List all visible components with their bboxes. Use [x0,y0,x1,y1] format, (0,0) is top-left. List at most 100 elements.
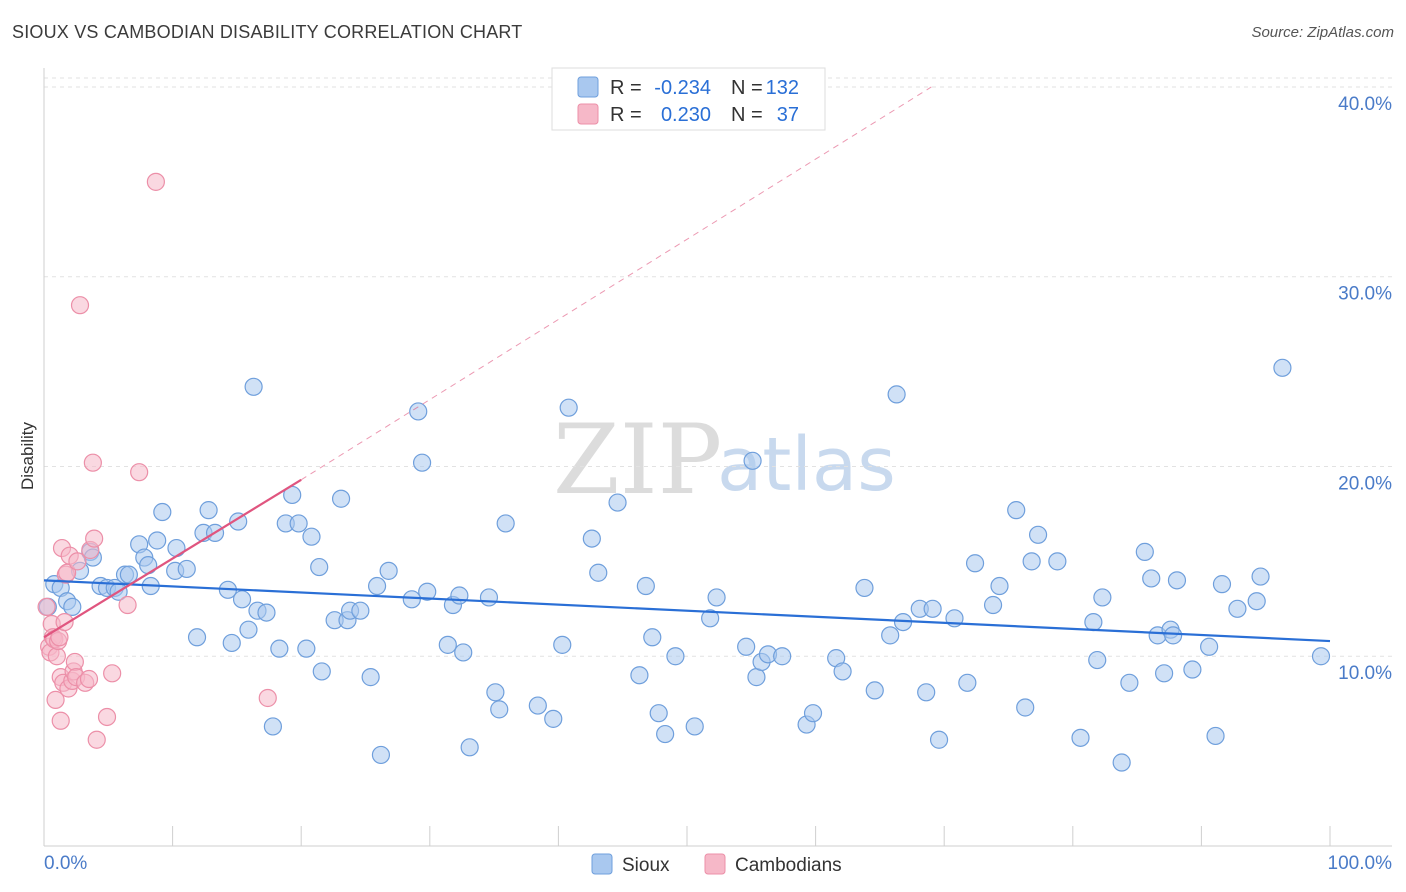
sioux-point-114 [1093,588,1112,607]
x-tick-label-min: 0.0% [44,853,87,874]
sioux-point-89 [803,704,823,723]
y-axis-label: Disability [18,421,37,490]
legend-swatch-cambodians [577,103,599,125]
sioux-point-69 [559,398,578,417]
sioux-point-75 [643,628,662,647]
sioux-point-112 [1084,612,1103,632]
bottom-legend-sioux: Sioux [622,855,670,876]
sioux-point-84 [747,668,766,687]
cambodian-point-35 [258,688,277,708]
y-tick-label-0: 10.0% [1338,663,1392,684]
cambodian-points [37,172,277,749]
source-label: Source: ZipAtlas.com [1251,24,1394,41]
cambodian-point-32 [118,595,137,615]
legend-r-label-sioux: R = [610,77,642,99]
sioux-point-105 [990,576,1009,596]
bottom-legend-cambodians: Cambodians [735,855,842,876]
y-tick-labels: 10.0% 20.0% 30.0% 40.0% [1338,94,1392,684]
sioux-point-132 [1311,647,1331,666]
sioux-point-34 [257,603,276,622]
sioux-point-60 [454,643,473,662]
sioux-point-19 [153,502,172,522]
sioux-point-18 [148,531,167,550]
sioux-point-49 [361,668,380,687]
watermark-atlas: atlas [717,422,896,508]
sioux-point-30 [232,590,252,609]
cambodian-trend-line [43,478,302,639]
sioux-point-117 [1135,542,1154,561]
sioux-point-100 [929,730,949,749]
cambodian-point-27 [83,453,102,472]
sioux-point-82 [737,637,756,656]
sioux-point-78 [666,647,685,666]
sioux-point-106 [1007,501,1026,520]
sioux-point-122 [1164,626,1183,645]
sioux-point-93 [865,681,884,700]
sioux-point-103 [965,554,985,573]
sioux-point-35 [263,717,283,736]
sioux-point-110 [1048,552,1067,571]
bottom-legend-swatch-cambodians [704,853,726,875]
sioux-point-50 [367,576,387,596]
legend-r-value-cambodians: 0.230 [661,104,711,126]
cambodian-point-36 [37,597,56,617]
sioux-point-124 [1183,660,1202,679]
legend-box: R = -0.234 N = 132 R = 0.230 N = 37 [551,67,826,131]
cambodian-point-34 [146,172,165,191]
cambodian-point-10 [51,711,70,730]
sioux-point-57 [438,635,457,654]
sioux-point-77 [656,724,675,744]
x-tick-marks [172,826,1331,846]
sioux-point-73 [630,666,649,685]
gridlines [44,77,1392,657]
sioux-points [38,358,1331,772]
legend-r-value-sioux: -0.234 [654,77,711,99]
cambodian-point-31 [103,664,122,683]
sioux-point-29 [229,512,248,531]
sioux-point-61 [460,738,479,757]
sioux-point-80 [701,609,720,628]
sioux-point-55 [412,453,432,472]
sioux-point-68 [553,635,572,654]
legend-n-label-sioux: N = [731,77,763,99]
x-tick-label-max: 100.0% [1328,853,1393,874]
sioux-point-128 [1228,599,1247,618]
sioux-point-123 [1167,571,1187,590]
sioux-point-51 [371,745,391,765]
sioux-point-52 [379,561,398,580]
sioux-point-74 [636,576,655,596]
sioux-point-79 [685,717,704,736]
sioux-point-67 [544,709,563,728]
bottom-legend: Sioux Cambodians [591,853,842,876]
sioux-point-48 [351,601,370,620]
cambodian-point-33 [130,463,149,482]
cambodian-point-20 [65,652,84,672]
sioux-point-21 [167,538,186,558]
sioux-point-102 [958,673,977,692]
sioux-point-95 [887,385,906,404]
sioux-point-43 [312,662,331,681]
legend-n-label-cambodians: N = [731,104,763,126]
sioux-point-125 [1200,637,1219,656]
sioux-point-83 [743,451,762,470]
legend-n-value-cambodians: 37 [777,104,799,126]
y-tick-label-2: 30.0% [1338,284,1392,305]
cambodian-point-22 [68,552,87,571]
cambodian-point-28 [85,529,104,548]
sioux-point-76 [649,704,668,723]
y-tick-label-3: 40.0% [1338,94,1392,115]
sioux-point-54 [409,402,428,421]
sioux-point-127 [1212,575,1232,594]
cambodian-point-6 [47,647,66,666]
legend-swatch-sioux [577,76,599,98]
cambodian-point-29 [87,730,106,749]
sioux-point-25 [199,501,218,520]
sioux-point-92 [855,578,874,598]
watermark-zip: ZIP [553,404,722,516]
sioux-point-23 [187,628,207,647]
sioux-point-41 [302,527,321,546]
sioux-point-70 [582,529,601,548]
chart-title: SIOUX VS CAMBODIAN DISABILITY CORRELATIO… [12,22,523,42]
cambodian-point-25 [79,669,99,689]
